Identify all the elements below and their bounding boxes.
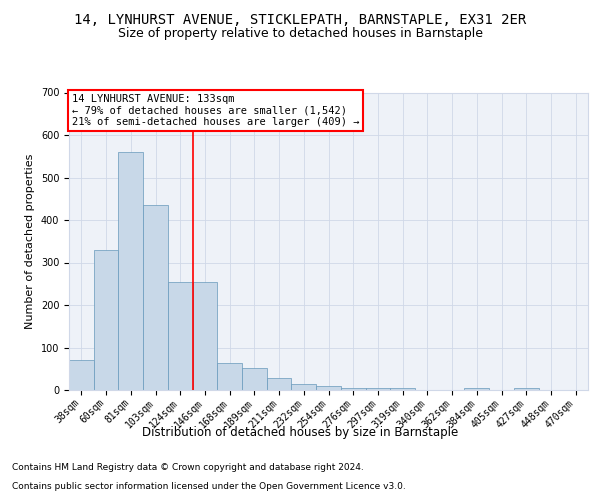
- Text: Contains public sector information licensed under the Open Government Licence v3: Contains public sector information licen…: [12, 482, 406, 491]
- Bar: [514, 388, 539, 390]
- Bar: [365, 388, 390, 390]
- Text: Distribution of detached houses by size in Barnstaple: Distribution of detached houses by size …: [142, 426, 458, 439]
- Bar: [316, 386, 341, 390]
- Y-axis label: Number of detached properties: Number of detached properties: [25, 154, 35, 329]
- Text: Contains HM Land Registry data © Crown copyright and database right 2024.: Contains HM Land Registry data © Crown c…: [12, 464, 364, 472]
- Bar: [464, 388, 489, 390]
- Bar: [242, 368, 267, 390]
- Bar: [217, 363, 242, 390]
- Bar: [168, 282, 193, 390]
- Bar: [69, 360, 94, 390]
- Text: Size of property relative to detached houses in Barnstaple: Size of property relative to detached ho…: [118, 28, 482, 40]
- Bar: [118, 152, 143, 390]
- Bar: [267, 378, 292, 390]
- Bar: [341, 388, 365, 390]
- Text: 14, LYNHURST AVENUE, STICKLEPATH, BARNSTAPLE, EX31 2ER: 14, LYNHURST AVENUE, STICKLEPATH, BARNST…: [74, 12, 526, 26]
- Bar: [143, 205, 168, 390]
- Bar: [292, 384, 316, 390]
- Bar: [94, 250, 118, 390]
- Text: 14 LYNHURST AVENUE: 133sqm
← 79% of detached houses are smaller (1,542)
21% of s: 14 LYNHURST AVENUE: 133sqm ← 79% of deta…: [71, 94, 359, 127]
- Bar: [390, 388, 415, 390]
- Bar: [193, 282, 217, 390]
